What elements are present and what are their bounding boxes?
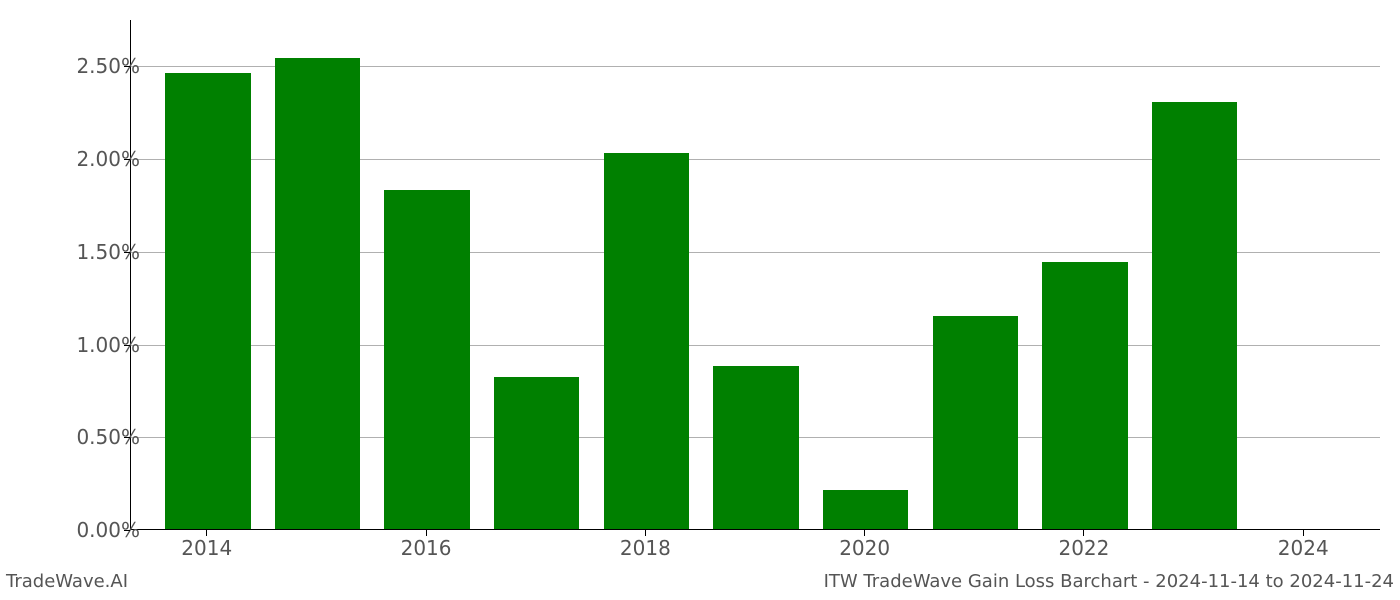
x-tick-mark [426, 530, 427, 536]
y-tick-mark [124, 437, 130, 438]
footer-left-text: TradeWave.AI [6, 571, 128, 592]
x-tick-label: 2022 [1058, 536, 1109, 560]
bar [933, 316, 1019, 529]
bar [1152, 102, 1238, 529]
bar [604, 153, 690, 529]
y-tick-mark [124, 345, 130, 346]
x-tick-mark [864, 530, 865, 536]
y-tick-mark [124, 530, 130, 531]
x-tick-label: 2016 [401, 536, 452, 560]
y-tick-label: 2.50% [20, 54, 140, 78]
bar [165, 73, 251, 529]
x-tick-mark [1083, 530, 1084, 536]
plot-area [130, 20, 1380, 530]
chart-plot-area [130, 20, 1380, 530]
y-tick-label: 1.50% [20, 240, 140, 264]
y-tick-label: 0.50% [20, 425, 140, 449]
bar [384, 190, 470, 529]
x-tick-mark [645, 530, 646, 536]
x-tick-mark [206, 530, 207, 536]
y-tick-label: 2.00% [20, 147, 140, 171]
y-tick-label: 0.00% [20, 518, 140, 542]
bar [494, 377, 580, 529]
x-tick-label: 2018 [620, 536, 671, 560]
y-tick-mark [124, 252, 130, 253]
y-tick-label: 1.00% [20, 333, 140, 357]
bar [713, 366, 799, 529]
x-tick-label: 2014 [181, 536, 232, 560]
bar [1042, 262, 1128, 529]
footer-right-text: ITW TradeWave Gain Loss Barchart - 2024-… [824, 571, 1394, 592]
bar [275, 58, 361, 529]
x-tick-label: 2024 [1278, 536, 1329, 560]
y-tick-mark [124, 159, 130, 160]
x-tick-mark [1303, 530, 1304, 536]
y-tick-mark [124, 66, 130, 67]
bar [823, 490, 909, 529]
x-tick-label: 2020 [839, 536, 890, 560]
